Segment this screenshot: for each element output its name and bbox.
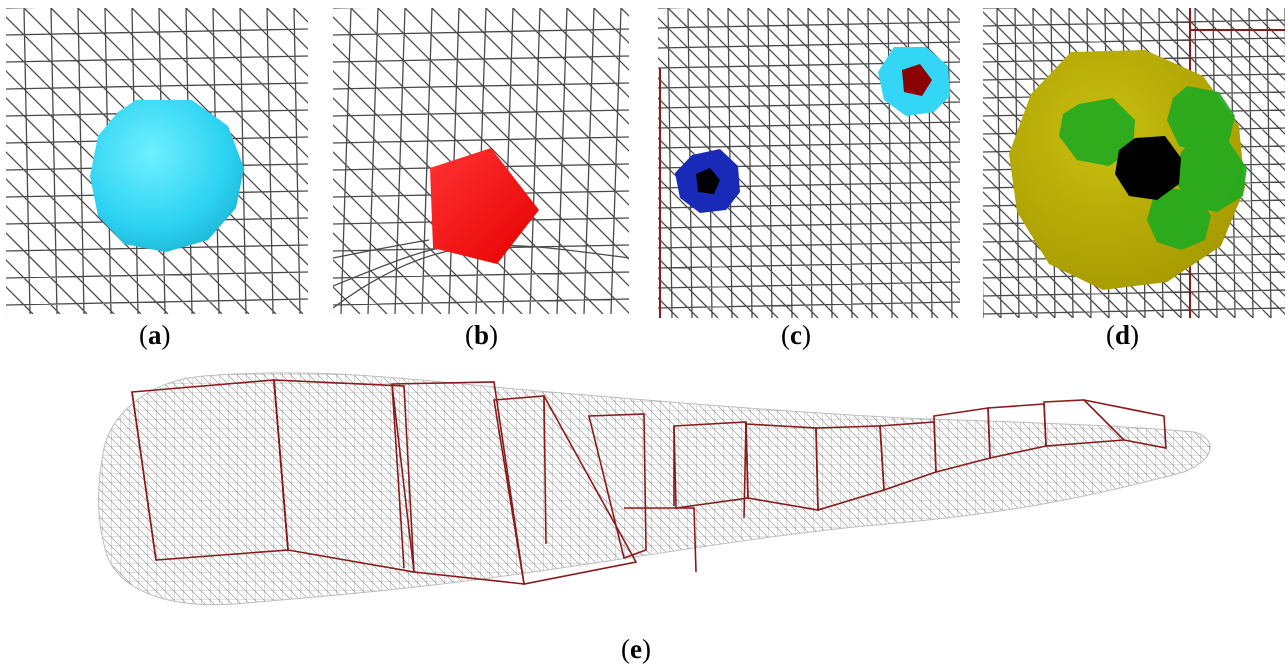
caption-d-letter: d [1115, 320, 1131, 350]
caption-a-letter: a [148, 320, 162, 350]
panel-b [333, 8, 629, 314]
panel-c [658, 8, 960, 318]
caption-c: (c) [781, 320, 811, 350]
caption-d: (d) [1106, 320, 1140, 350]
panel-c-figure [658, 8, 960, 318]
caption-e-letter: e [630, 634, 642, 664]
panel-e-figure [98, 372, 1211, 606]
mesh-lines [658, 8, 960, 318]
cyan-sphere [90, 100, 244, 252]
cyan-sphere-small [878, 47, 950, 116]
bounding-boxes [131, 379, 1167, 585]
panel-a-figure [6, 8, 308, 314]
elongated-mesh [98, 372, 1211, 606]
mesh-grid-c [658, 8, 960, 318]
caption-c-letter: c [790, 320, 802, 350]
caption-a: (a) [139, 320, 171, 350]
black-core [1115, 136, 1181, 200]
caption-b: (b) [465, 320, 499, 350]
caption-e: (e) [621, 634, 651, 664]
panel-b-figure [333, 8, 629, 314]
panel-d [983, 8, 1285, 318]
panel-e [84, 348, 1224, 620]
panel-d-figure [983, 8, 1285, 318]
blue-sphere [675, 149, 740, 213]
red-pentagon [430, 148, 539, 264]
caption-b-letter: b [474, 320, 490, 350]
panel-a [6, 8, 308, 314]
green-cluster [1059, 86, 1247, 250]
